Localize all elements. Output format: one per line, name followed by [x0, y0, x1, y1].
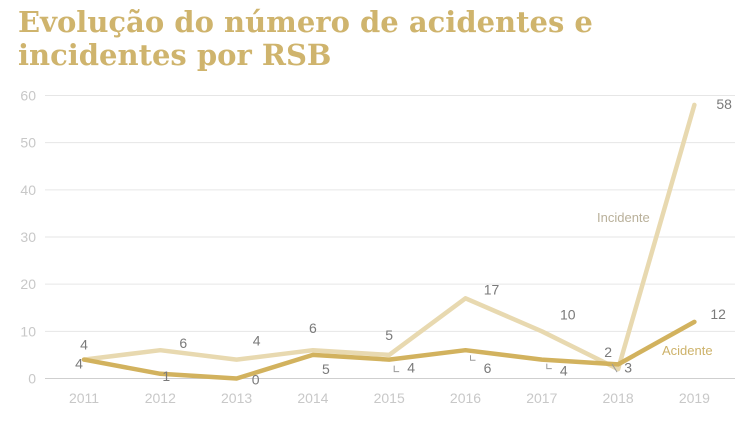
grid-lines: [45, 95, 735, 379]
data-label: 3: [624, 359, 632, 375]
y-tick-label: 40: [20, 182, 36, 198]
y-tick-label: 60: [20, 88, 36, 104]
data-label: 4: [75, 356, 83, 372]
data-label: 6: [484, 360, 492, 376]
y-tick-label: 0: [28, 371, 36, 387]
label-leader: [611, 363, 618, 373]
y-tick-label: 30: [20, 229, 36, 245]
series-labels: Incidente Acidente: [597, 210, 713, 358]
chart-title: Evolução do número de acidentes e incide…: [18, 5, 593, 72]
x-tick-label: 2012: [145, 390, 176, 406]
data-label: 4: [80, 337, 88, 353]
data-label: 4: [560, 363, 568, 379]
x-tick-label: 2013: [221, 390, 252, 406]
y-tick-label: 20: [20, 276, 36, 292]
data-label: 1: [162, 368, 170, 384]
series-lines: [81, 102, 697, 381]
x-tick-label: 2016: [450, 390, 481, 406]
x-tick-label: 2018: [603, 390, 634, 406]
x-tick-label: 2011: [69, 390, 99, 406]
label-leader: [546, 363, 552, 370]
data-label: 12: [710, 306, 726, 322]
label-leader: [393, 365, 400, 373]
series-line-1: [81, 319, 697, 381]
data-label: 4: [407, 360, 415, 376]
data-label: 6: [179, 335, 187, 351]
x-tick-label: 2019: [679, 390, 710, 406]
data-label: 10: [560, 306, 576, 322]
data-label: 17: [484, 281, 500, 297]
data-label: 58: [716, 96, 732, 112]
data-label: 5: [385, 327, 393, 343]
y-tick-label: 10: [20, 323, 36, 339]
x-axis-ticks: 2011 2012 2013 2014 2015 2016 2017 2018 2019: [69, 390, 710, 406]
data-label: 0: [252, 372, 260, 388]
data-label: 5: [322, 361, 330, 377]
x-tick-label: 2014: [297, 390, 328, 406]
data-label: 2: [604, 344, 612, 360]
series-label-1: Acidente: [662, 343, 713, 358]
series-line-0: [81, 102, 697, 372]
y-tick-label: 50: [20, 135, 36, 151]
y-axis-ticks: 0 10 20 30 40 50 60: [20, 88, 36, 387]
x-tick-label: 2015: [374, 390, 405, 406]
x-tick-label: 2017: [526, 390, 557, 406]
label-leader-lines: [393, 355, 618, 373]
label-leader: [470, 355, 476, 361]
series-label-0: Incidente: [597, 210, 650, 225]
data-label: 4: [253, 333, 261, 349]
data-label: 6: [309, 320, 317, 336]
